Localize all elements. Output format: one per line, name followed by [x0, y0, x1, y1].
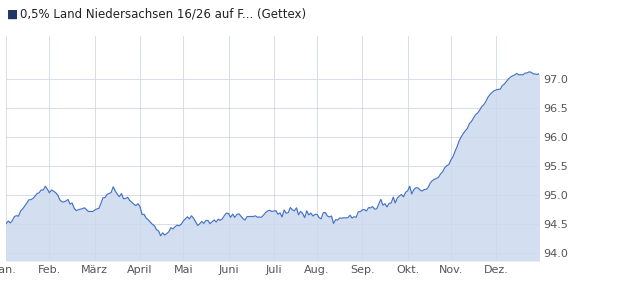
Text: 0,5% Land Niedersachsen 16/26 auf F... (Gettex): 0,5% Land Niedersachsen 16/26 auf F... (… [20, 8, 306, 20]
Text: ■: ■ [7, 8, 19, 20]
